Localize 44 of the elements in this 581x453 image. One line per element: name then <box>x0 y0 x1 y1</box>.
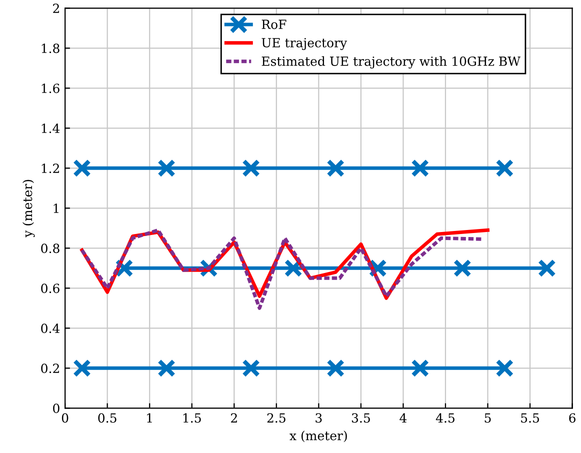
point <box>157 359 176 378</box>
point <box>496 359 514 378</box>
x-tick-label: 2 <box>231 413 237 423</box>
x-tick-label: 4.5 <box>436 413 454 423</box>
y-tick-label: 1.6 <box>42 84 60 94</box>
y-tick-label: 1.4 <box>42 124 60 134</box>
point <box>453 259 472 278</box>
x-tick-label: 5 <box>484 413 491 423</box>
point <box>72 359 92 378</box>
x-tick-label: 4 <box>400 413 407 423</box>
point <box>411 359 430 378</box>
x-tick-label: 0 <box>62 413 68 423</box>
y-tick-label: 0.6 <box>41 284 60 294</box>
point <box>242 359 260 378</box>
y-axis-title: y (meter) <box>22 180 35 238</box>
x-tick-label: 0.5 <box>98 413 116 423</box>
y-tick-label: 1.8 <box>42 44 60 54</box>
point <box>72 159 92 178</box>
point <box>242 159 260 178</box>
y-tick-label: 2 <box>53 4 59 13</box>
point <box>538 259 556 278</box>
point <box>411 159 430 178</box>
point <box>326 159 345 178</box>
legend-label: Estimated UE trajectory with 10GHz BW <box>262 56 520 69</box>
point <box>496 159 514 178</box>
y-tick-label: 1.2 <box>42 164 59 174</box>
y-tick-label: 0.8 <box>41 244 60 254</box>
y-tick-label: 1 <box>54 204 58 213</box>
x-tick-label: 5.5 <box>521 413 539 423</box>
x-tick-label: 6 <box>569 413 576 423</box>
x-tick-label: 3.5 <box>352 413 370 423</box>
legend-label: RoF <box>262 20 286 30</box>
point <box>157 159 176 178</box>
point <box>326 359 345 378</box>
x-tick-label: 1.5 <box>183 413 201 423</box>
legend-label: UE trajectory <box>262 38 348 50</box>
point <box>368 259 387 278</box>
x-tick-label: 2.5 <box>267 413 286 423</box>
x-tick-label: 3 <box>316 413 322 423</box>
x-tick-label: 1 <box>147 413 152 423</box>
x-axis-title: x (meter) <box>290 430 347 442</box>
y-tick-label: 0.4 <box>41 324 60 334</box>
y-tick-label: 0.2 <box>41 364 59 374</box>
y-tick-label: 0 <box>53 404 60 414</box>
